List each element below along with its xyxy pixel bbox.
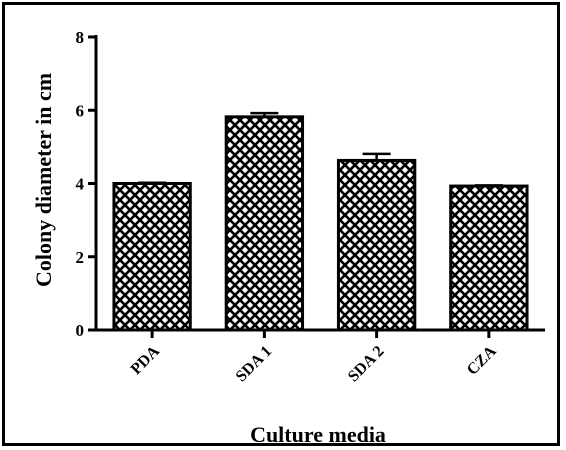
- bar: [336, 158, 417, 332]
- y-tick-label: 2: [76, 248, 85, 267]
- bar: [449, 184, 529, 332]
- x-tick-label: SDA 2: [345, 343, 388, 386]
- y-tick-label: 0: [76, 321, 85, 340]
- x-axis-title: Culture media: [250, 422, 386, 447]
- y-tick-label: 8: [76, 28, 85, 47]
- y-tick-label: 4: [76, 175, 85, 194]
- x-tick-label: SDA 1: [233, 343, 276, 386]
- y-tick-label: 6: [76, 101, 85, 120]
- y-axis-title: Colony diameter in cm: [31, 73, 56, 287]
- x-tick-label: PDA: [128, 342, 164, 378]
- bar: [224, 115, 305, 332]
- x-tick-label: CZA: [464, 342, 500, 378]
- bar: [112, 182, 192, 332]
